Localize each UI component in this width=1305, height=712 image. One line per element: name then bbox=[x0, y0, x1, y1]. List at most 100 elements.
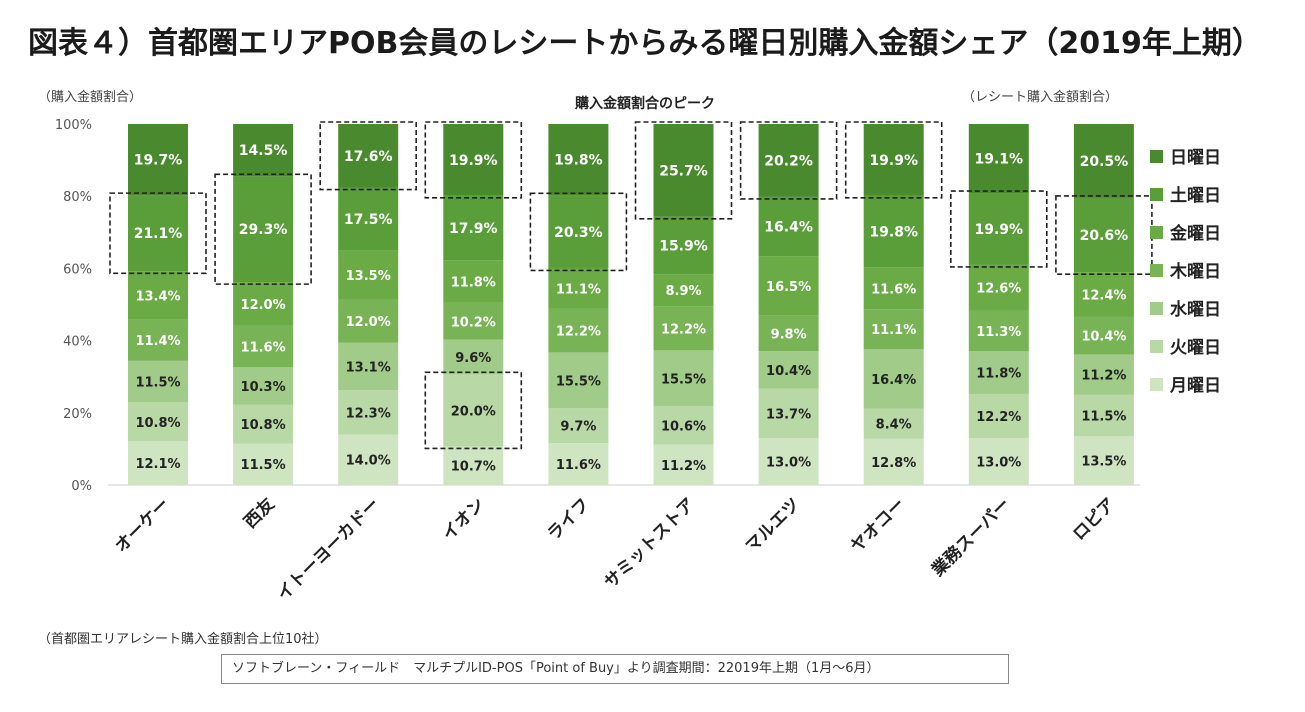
data-label: 19.8% bbox=[554, 153, 603, 169]
bar-segment bbox=[338, 250, 399, 300]
bar-segment bbox=[548, 408, 609, 444]
peak-highlight-box bbox=[634, 121, 733, 220]
data-label: 13.4% bbox=[135, 289, 180, 304]
peak-highlight-box bbox=[844, 121, 943, 199]
legend-label: 土曜日 bbox=[1170, 185, 1221, 206]
bar-segment bbox=[233, 325, 294, 368]
bar-segment bbox=[653, 350, 714, 407]
data-label: 16.4% bbox=[764, 220, 813, 236]
bar-segment bbox=[968, 351, 1029, 394]
bar-segment bbox=[653, 444, 714, 485]
peak-highlight-box bbox=[214, 173, 312, 285]
data-label: 15.5% bbox=[556, 374, 601, 389]
bar-segment bbox=[548, 124, 609, 196]
x-tick-label: 西友 bbox=[240, 494, 279, 533]
data-label: 12.2% bbox=[976, 410, 1021, 425]
data-label: 12.1% bbox=[135, 457, 180, 472]
data-label: 16.5% bbox=[766, 280, 811, 295]
legend-label: 水曜日 bbox=[1170, 299, 1221, 320]
bar-segment bbox=[968, 310, 1029, 352]
bar-segment bbox=[128, 360, 188, 403]
bar-segment bbox=[443, 195, 504, 261]
x-tick-label: ライフ bbox=[544, 494, 594, 544]
bar-segment bbox=[758, 388, 819, 439]
x-tick-label: サミットストア bbox=[601, 494, 699, 592]
data-label: 9.7% bbox=[560, 420, 596, 435]
data-label: 19.9% bbox=[869, 153, 918, 169]
bar-segment bbox=[233, 367, 294, 405]
bar-segment bbox=[1073, 354, 1134, 395]
data-label: 12.6% bbox=[976, 282, 1021, 297]
bar-segment bbox=[758, 124, 819, 197]
data-label: 13.5% bbox=[346, 269, 391, 284]
data-label: 10.6% bbox=[661, 419, 706, 434]
data-label: 10.8% bbox=[241, 418, 286, 433]
data-label: 9.6% bbox=[455, 351, 491, 366]
bar-segment bbox=[443, 124, 504, 196]
data-label: 10.7% bbox=[451, 460, 496, 475]
data-label: 13.5% bbox=[1081, 455, 1126, 470]
bar-segment bbox=[968, 393, 1029, 439]
data-label: 20.5% bbox=[1080, 154, 1129, 170]
peak-highlight-box bbox=[529, 192, 628, 272]
bar-segment bbox=[548, 352, 609, 409]
bar-segment bbox=[1073, 124, 1134, 198]
data-label: 10.3% bbox=[241, 380, 286, 395]
bar-segment bbox=[443, 260, 504, 303]
bar-segment bbox=[1073, 197, 1134, 273]
bar-segment bbox=[863, 267, 924, 310]
data-label: 19.1% bbox=[975, 152, 1024, 168]
bar-segment bbox=[338, 434, 399, 485]
data-label: 8.4% bbox=[876, 418, 912, 433]
bar-segment bbox=[233, 443, 294, 485]
data-label: 13.7% bbox=[766, 407, 811, 422]
bar-segment bbox=[968, 264, 1029, 311]
bar-segment bbox=[1073, 316, 1134, 355]
data-label: 13.0% bbox=[766, 456, 811, 471]
data-label: 11.1% bbox=[556, 282, 601, 297]
bar-segment bbox=[233, 124, 294, 177]
data-label: 11.5% bbox=[241, 458, 286, 473]
legend-label: 金曜日 bbox=[1169, 223, 1221, 244]
data-label: 11.1% bbox=[871, 323, 916, 338]
data-label: 20.2% bbox=[764, 153, 813, 169]
peak-highlight-box bbox=[1055, 195, 1153, 276]
x-tick-label: マルエツ bbox=[742, 494, 804, 556]
bar-segment bbox=[653, 274, 714, 307]
bar-segment bbox=[653, 406, 714, 445]
bar-segment bbox=[548, 268, 609, 309]
data-label: 20.0% bbox=[451, 404, 496, 419]
data-label: 15.5% bbox=[661, 372, 706, 387]
bar-segment bbox=[653, 216, 714, 275]
data-label: 19.8% bbox=[869, 225, 918, 241]
data-label: 9.8% bbox=[771, 327, 807, 342]
peak-highlight-box bbox=[109, 192, 207, 275]
bar-segment bbox=[758, 315, 819, 352]
data-label: 12.0% bbox=[346, 315, 391, 330]
data-label: 11.8% bbox=[451, 276, 496, 291]
bar-segment bbox=[128, 319, 188, 361]
bar-segment bbox=[758, 256, 819, 316]
bar-segment bbox=[863, 309, 924, 350]
peak-highlight-box bbox=[424, 371, 523, 450]
bar-segment bbox=[863, 124, 924, 196]
x-tick-label: 業務スーパー bbox=[927, 494, 1014, 581]
data-label: 10.4% bbox=[1081, 330, 1126, 345]
page-title: 図表４）首都圏エリアPOB会員のレシートからみる曜日別購入金額シェア（2019年… bbox=[28, 26, 1262, 61]
bar-segment bbox=[338, 124, 399, 188]
data-label: 13.0% bbox=[976, 456, 1021, 471]
data-label: 20.6% bbox=[1080, 228, 1129, 244]
bar-segment bbox=[968, 193, 1029, 265]
bar-segment bbox=[128, 402, 188, 442]
data-label: 11.4% bbox=[135, 334, 180, 349]
data-label: 10.4% bbox=[766, 364, 811, 379]
y-tick-label: 100% bbox=[55, 118, 92, 133]
bar-segment bbox=[1073, 394, 1134, 437]
peak-highlight-box bbox=[949, 190, 1048, 268]
x-tick-label: オーケー bbox=[111, 494, 173, 556]
y-tick-label: 80% bbox=[63, 190, 92, 205]
bar-segment bbox=[758, 351, 819, 389]
data-label: 11.5% bbox=[135, 376, 180, 391]
bar-segment bbox=[548, 443, 609, 485]
